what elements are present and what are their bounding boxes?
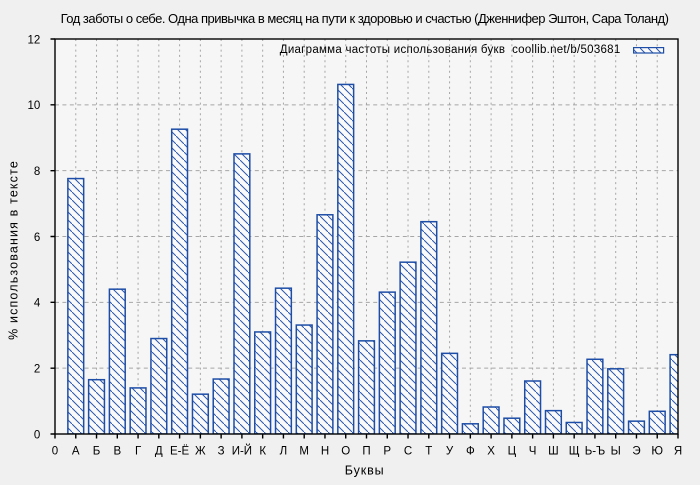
- svg-text:4: 4: [34, 298, 41, 310]
- svg-text:Год заботы о себе. Одна привыч: Год заботы о себе. Одна привычка в месяц…: [61, 11, 669, 26]
- svg-text:Т: Т: [425, 446, 432, 458]
- svg-text:% использования в тексте: % использования в тексте: [7, 160, 21, 340]
- svg-text:Г: Г: [135, 446, 142, 458]
- svg-text:Ш: Ш: [548, 446, 559, 458]
- svg-text:0: 0: [34, 429, 40, 441]
- svg-text:Ы: Ы: [611, 446, 621, 458]
- svg-text:Ж: Ж: [195, 446, 206, 458]
- svg-text:Н: Н: [321, 446, 329, 458]
- svg-text:2: 2: [34, 364, 40, 376]
- svg-text:А: А: [72, 446, 80, 458]
- svg-text:Х: Х: [487, 446, 495, 458]
- svg-text:10: 10: [28, 100, 41, 112]
- svg-text:С: С: [404, 446, 412, 458]
- svg-text:Ч: Ч: [529, 446, 537, 458]
- svg-text:З: З: [218, 446, 225, 458]
- svg-text:Л: Л: [280, 446, 288, 458]
- svg-text:Р: Р: [383, 446, 391, 458]
- svg-text:У: У: [446, 446, 454, 458]
- svg-text:Ю: Ю: [651, 446, 663, 458]
- svg-text:12: 12: [28, 34, 41, 46]
- svg-text:Ь-Ъ: Ь-Ъ: [585, 446, 605, 458]
- svg-text:Я: Я: [674, 446, 682, 458]
- svg-text:О: О: [341, 446, 350, 458]
- svg-text:П: П: [362, 446, 370, 458]
- svg-text:6: 6: [34, 232, 40, 244]
- svg-text:Д: Д: [155, 446, 163, 458]
- svg-text:М: М: [299, 446, 309, 458]
- svg-text:Диаграмма частоты использовани: Диаграмма частоты использования букв coo…: [280, 44, 621, 56]
- svg-text:И-Й: И-Й: [232, 445, 252, 458]
- svg-text:Е-Ё: Е-Ё: [170, 446, 190, 458]
- svg-text:Щ: Щ: [569, 446, 580, 458]
- svg-text:Ф: Ф: [466, 446, 475, 458]
- svg-text:Б: Б: [93, 446, 101, 458]
- svg-text:В: В: [113, 446, 121, 458]
- svg-text:8: 8: [34, 166, 40, 178]
- svg-text:Ц: Ц: [508, 446, 517, 458]
- svg-text:Буквы: Буквы: [345, 464, 385, 478]
- svg-text:К: К: [259, 446, 266, 458]
- svg-text:Э: Э: [632, 446, 640, 458]
- svg-text:0: 0: [52, 446, 58, 458]
